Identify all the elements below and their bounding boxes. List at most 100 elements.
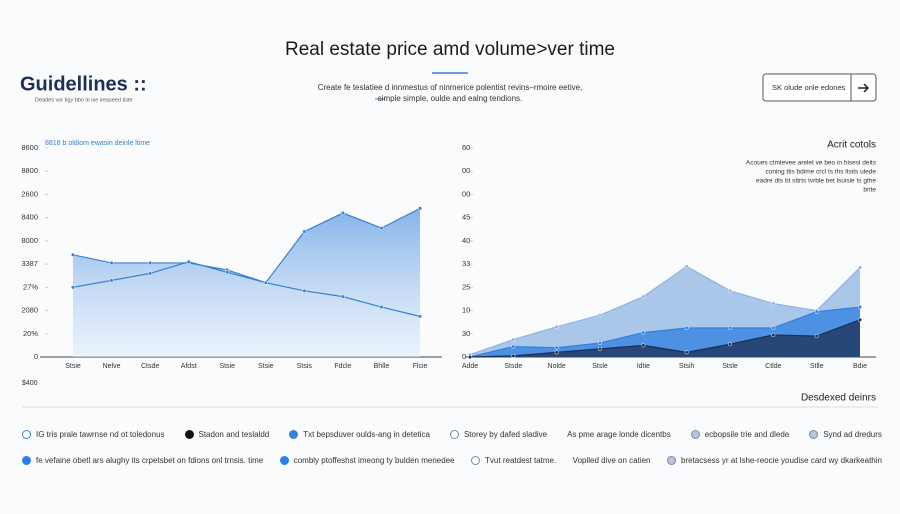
search-arrow[interactable] (858, 83, 870, 93)
legend-item[interactable]: Storey by dafed sladive (449, 430, 548, 439)
x-tick-label: Afdst (181, 363, 197, 370)
point (727, 342, 733, 347)
series-line (469, 306, 861, 358)
legend-icon (471, 456, 481, 465)
x-tick-label: Flcie (413, 363, 428, 370)
x-tick-label: Stsis (297, 363, 313, 370)
series-line (469, 319, 861, 358)
x-tick-label: Stsie (65, 363, 81, 370)
point (467, 354, 473, 360)
y-tick-label: 8000 (21, 236, 38, 245)
legend-item[interactable]: As pme arage londe dicentbs (567, 430, 671, 439)
x-tick-label: Stsle (592, 363, 608, 370)
point (109, 260, 114, 266)
series-line (469, 265, 861, 356)
y-tick-label: 8600 (21, 143, 38, 152)
y-tick-label: 20% (23, 329, 38, 338)
description: Create fe teslatiee d innmestus of ninme… (318, 83, 583, 92)
x-tick-label: Nelve (103, 363, 121, 370)
point (727, 288, 733, 293)
point (814, 309, 819, 314)
legend-text: Voplled dive on catien (572, 456, 651, 465)
search-box[interactable] (762, 73, 877, 102)
y-tick-label: 00 (462, 189, 470, 198)
legend-icon (809, 430, 819, 439)
x-tick-label: Adde (462, 363, 478, 370)
y-tick-label: 40 (462, 236, 470, 245)
legend-text: Stadon and teslaldd (198, 430, 270, 439)
panel-text: eadre dts bt sttrts tvrble bet lsuisie t… (756, 178, 876, 185)
point (857, 265, 863, 270)
point (417, 206, 423, 211)
point (554, 324, 559, 329)
point (511, 344, 516, 349)
x-tick-label: Stsie (258, 363, 274, 370)
legend-icon (22, 456, 31, 465)
point (727, 325, 733, 331)
panel-heading: Acrit cotols (827, 140, 876, 151)
x-tick-label: Stsih (679, 363, 695, 370)
legend-item[interactable]: Stadon and teslaldd (184, 430, 270, 439)
y-tick-label: 8400 (21, 213, 38, 222)
x-tick-label: Stsle (722, 363, 738, 370)
legend-item[interactable]: Tvut reatdest tatme. (471, 456, 556, 465)
point (684, 264, 689, 269)
point (597, 341, 603, 346)
point (417, 314, 423, 319)
area (73, 208, 420, 357)
panel-text: Acoues ctmtevee arelet ve beo in hisesl … (746, 160, 877, 167)
legend-item[interactable]: bretacsess yr at lshe-reocie youdise car… (667, 456, 882, 465)
y-tick-label: 10 (462, 306, 470, 315)
legend-text: combly ptoffeshst imeong ty bulden mened… (293, 456, 455, 465)
point (340, 294, 345, 299)
point (511, 337, 516, 342)
point (511, 353, 516, 358)
legend-text: Synd ad dredurs (823, 430, 882, 439)
point (302, 288, 307, 293)
legend-icon (184, 430, 194, 439)
y-tick-label: 30 (462, 329, 470, 338)
point (684, 350, 689, 355)
panel-text: brite (863, 187, 876, 194)
y-tick-label: 3387 (21, 259, 38, 268)
point (684, 325, 689, 331)
point (554, 345, 559, 350)
legend-item[interactable]: Voplled dive on catien (573, 456, 651, 465)
legend-item[interactable]: fe vefaine obetl ars alughy its crpetsbe… (22, 456, 263, 465)
y-tick-label: 0 (34, 352, 38, 361)
y-tick-label: 45 (462, 213, 470, 222)
point (641, 330, 646, 335)
point (814, 334, 819, 339)
x-tick-label: Stsie (219, 363, 235, 370)
description: simple simple, oulde and ealng tendions. (378, 94, 523, 103)
point (771, 301, 776, 306)
legend-row: fe vefaine obetl ars alughy its crpetsbe… (22, 456, 882, 465)
legend-item[interactable]: combly ptoffeshst imeong ty bulden mened… (279, 456, 455, 465)
legend-item[interactable]: Synd ad dredurs (809, 430, 882, 439)
legend-icon (279, 456, 289, 465)
point (641, 343, 646, 348)
legend-item[interactable]: IG tris prale tawrnse nd ot toledonus (22, 430, 165, 439)
point (857, 317, 863, 322)
legend-text: Storey by dafed sladive (463, 430, 548, 439)
point (263, 280, 268, 285)
legend-row: IG tris prale tawrnse nd ot toledonus Sta… (22, 430, 882, 439)
x-tick-label: Stlle (810, 363, 824, 370)
x-tick-label: Ctsde (141, 363, 159, 370)
legend-text: bretacsess yr at lshe-reocie youdise car… (681, 456, 882, 465)
legend-item[interactable]: ecbopsile trie and dlede (690, 430, 790, 439)
x-tick-label: Nolde (548, 363, 566, 370)
x-tick-label: Fdcle (334, 363, 351, 370)
point (771, 332, 776, 337)
point (302, 229, 307, 234)
legend-item[interactable]: Txt bepsduver oulds-ang in detetica (289, 430, 430, 439)
point (225, 270, 230, 275)
y-tick-label: 2600 (21, 189, 38, 198)
legend-text: ecbopsile trie and dlede (704, 430, 790, 439)
legend-icon (22, 430, 31, 439)
y-tick-label: 25 (462, 282, 470, 291)
point (771, 325, 776, 331)
point (109, 278, 114, 283)
point (379, 226, 384, 231)
